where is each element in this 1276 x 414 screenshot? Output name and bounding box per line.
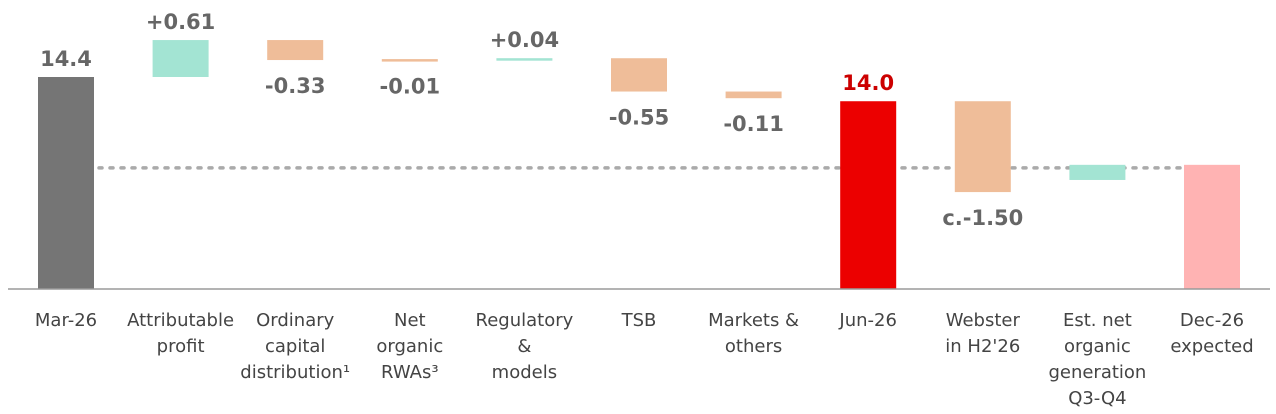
category-label-10: Dec-26 expected <box>1170 310 1253 357</box>
value-label-0: 14.4 <box>40 47 92 71</box>
bar-9 <box>1069 164 1126 180</box>
category-label-1: Attributable profit <box>127 310 234 357</box>
bars-layer <box>38 40 1240 289</box>
category-label-line: Jun-26 <box>838 310 897 331</box>
category-labels-layer: Mar-26 Attributable profit Ordinary capital d… <box>35 310 1254 409</box>
category-label-line: organic <box>376 336 443 357</box>
category-label-line: capital <box>265 336 325 357</box>
value-label-1: +0.61 <box>146 10 215 34</box>
bar-4 <box>496 58 553 61</box>
category-label-7: Jun-26 <box>838 310 897 331</box>
category-label-line: Markets & <box>708 310 799 331</box>
category-label-line: Webster <box>946 310 1021 331</box>
category-label-8: Webster in H2'26 <box>945 310 1020 357</box>
category-label-line: models <box>492 362 557 383</box>
category-label-line: Mar-26 <box>35 310 97 331</box>
category-label-line: RWAs³ <box>381 362 439 383</box>
bar-1 <box>152 40 209 77</box>
category-label-line: Ordinary <box>256 310 335 331</box>
category-label-line: distribution¹ <box>240 362 350 383</box>
value-label-2: -0.33 <box>265 74 326 98</box>
category-label-line: Net <box>394 310 426 331</box>
value-label-8: c.-1.50 <box>942 206 1023 230</box>
value-label-6: -0.11 <box>723 112 784 136</box>
value-labels-layer: 14.4 +0.61 -0.33 -0.01 +0.04 -0.55 -0.11 14.0 c.… <box>40 10 1023 230</box>
category-label-line: generation <box>1048 362 1146 383</box>
category-label-line: TSB <box>621 310 657 331</box>
bar-8 <box>954 101 1011 193</box>
category-label-9: Est. net organic generation Q3-Q4 <box>1048 310 1146 409</box>
category-label-line: Attributable <box>127 310 234 331</box>
category-label-line: & <box>517 336 531 357</box>
value-label-5: -0.55 <box>609 106 670 130</box>
bar-10 <box>1184 164 1240 289</box>
category-label-3: Net organic RWAs³ <box>376 310 443 383</box>
bar-0 <box>38 77 94 289</box>
category-label-5: TSB <box>621 310 657 331</box>
category-label-line: organic <box>1064 336 1131 357</box>
bar-5 <box>611 58 667 92</box>
category-label-line: Q3-Q4 <box>1068 388 1126 409</box>
category-label-0: Mar-26 <box>35 310 97 331</box>
category-label-4: Regulatory & models <box>476 310 574 383</box>
bar-2 <box>267 40 324 61</box>
category-label-line: in H2'26 <box>945 336 1020 357</box>
category-label-6: Markets & others <box>708 310 799 357</box>
category-label-line: Est. net <box>1063 310 1132 331</box>
value-label-3: -0.01 <box>380 75 441 99</box>
value-label-7: 14.0 <box>842 71 894 95</box>
bar-3 <box>381 59 438 62</box>
category-label-line: expected <box>1170 336 1253 357</box>
category-label-line: others <box>725 336 782 357</box>
category-label-line: Regulatory <box>476 310 574 331</box>
category-label-line: Dec-26 <box>1180 310 1244 331</box>
category-label-2: Ordinary capital distribution¹ <box>240 310 350 383</box>
bar-7 <box>840 101 897 289</box>
value-label-4: +0.04 <box>490 28 559 52</box>
bar-6 <box>725 91 782 99</box>
category-label-line: profit <box>157 336 205 357</box>
